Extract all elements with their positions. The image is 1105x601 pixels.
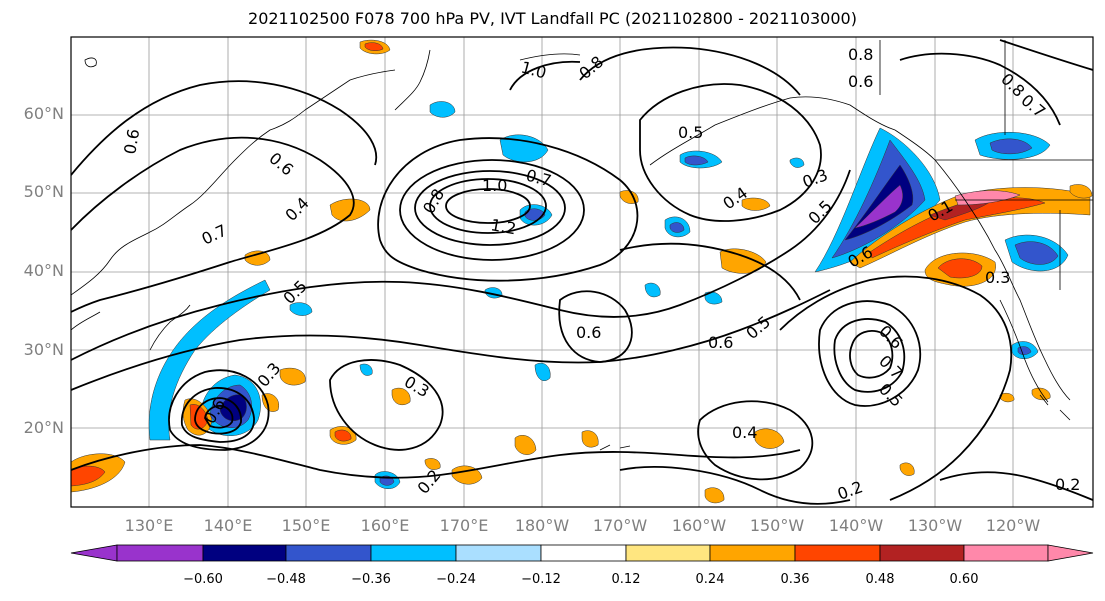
lat-label-20n: 20°N [23, 418, 64, 437]
colorbar-tick-label: 0.12 [611, 572, 641, 587]
colorbar-tick-label: −0.36 [351, 572, 391, 587]
contour-label: 0.6 [576, 323, 601, 342]
contour-label: 0.5 [678, 123, 703, 142]
lon-label-130w: 130°W [907, 516, 963, 535]
contour-label: 0.6 [708, 333, 733, 352]
colorbar [70, 544, 1094, 562]
contour-label: 0.2 [1055, 475, 1080, 494]
colorbar-segment [370, 544, 457, 562]
colorbar-tick-label: 0.24 [695, 572, 725, 587]
colorbar-tick-label: 0.48 [865, 572, 895, 587]
lon-label-150e: 150°E [281, 516, 331, 535]
colorbar-segment [625, 544, 711, 562]
contour-label: 0.3 [800, 165, 830, 192]
colorbar-segment [794, 544, 881, 562]
contour-label: 0.7 [199, 221, 230, 249]
contour-label: 0.5 [742, 312, 774, 343]
lon-label-160w: 160°W [671, 516, 727, 535]
lon-label-140w: 140°W [828, 516, 884, 535]
contour-label: 0.6 [848, 72, 873, 91]
contour-lines [71, 39, 1093, 505]
contour-label: 0.8 [848, 45, 873, 64]
contour-label: 0.7 [875, 351, 906, 382]
colorbar-tick-label: −0.60 [183, 572, 223, 587]
lon-label-150w: 150°W [749, 516, 805, 535]
colorbar-extend-low [70, 544, 118, 562]
coastlines [71, 40, 1093, 403]
contour-label: 0.6 [265, 149, 297, 180]
contour-label: 0.7 [1017, 91, 1049, 122]
colorbar-segment [709, 544, 796, 562]
contour-label: 0.2 [414, 466, 445, 498]
lon-label-170w: 170°W [592, 516, 648, 535]
map-title: 2021102500 F078 700 hPa PV, IVT Landfall… [248, 9, 857, 28]
contour-label: 0.8 [575, 52, 607, 83]
lon-label-180w: 180°W [514, 516, 570, 535]
colorbar-tick-label: −0.24 [436, 572, 476, 587]
lon-label-120w: 120°W [985, 516, 1041, 535]
contour-label: 1.0 [482, 176, 507, 195]
colorbar-tick-label: −0.48 [266, 572, 306, 587]
pv-anomaly-shading [71, 39, 1093, 504]
contour-label: 0.4 [281, 193, 312, 224]
contour-label: 0.2 [835, 477, 865, 504]
colorbar-tick-label: 0.60 [949, 572, 979, 587]
contour-label: 0.6 [120, 127, 143, 155]
lat-label-40n: 40°N [23, 261, 64, 280]
colorbar-segment [285, 544, 372, 562]
lon-label-170e: 170°E [439, 516, 489, 535]
colorbar-segment [455, 544, 542, 562]
lon-label-140e: 140°E [203, 516, 253, 535]
lon-label-130e: 130°E [124, 516, 174, 535]
lat-label-30n: 30°N [23, 340, 64, 359]
colorbar-extend-high [1047, 544, 1094, 562]
contour-label: 1.2 [489, 215, 517, 238]
colorbar-segment [202, 544, 287, 562]
contour-label: 0.5 [804, 196, 835, 227]
lat-label-60n: 60°N [23, 104, 64, 123]
colorbar-tick-label: −0.12 [521, 572, 561, 587]
thin-contours [84, 57, 1071, 451]
contour-label: 0.6 [875, 321, 906, 352]
contour-label: 0.5 [875, 379, 906, 410]
map-frame [70, 36, 1094, 508]
gridlines [71, 37, 1093, 507]
lat-label-50n: 50°N [23, 182, 64, 201]
contour-label: 0.4 [732, 423, 757, 442]
colorbar-segment [879, 544, 965, 562]
colorbar-tick-label: 0.36 [780, 572, 810, 587]
colorbar-segment [963, 544, 1049, 562]
colorbar-segment [540, 544, 627, 562]
lon-label-160e: 160°E [360, 516, 410, 535]
colorbar-segment [116, 544, 204, 562]
contour-label: 1.0 [519, 58, 549, 83]
contour-label: 0.3 [985, 268, 1010, 287]
